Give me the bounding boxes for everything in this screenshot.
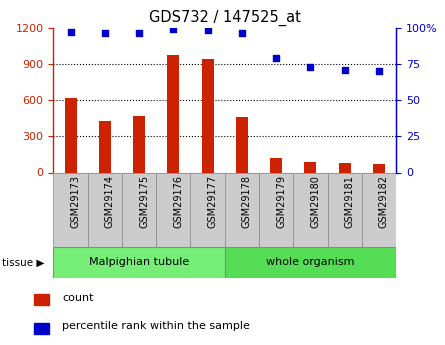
Bar — [53, 247, 225, 278]
Bar — [339, 163, 351, 172]
Title: GDS732 / 147525_at: GDS732 / 147525_at — [149, 10, 301, 26]
Bar — [156, 172, 190, 247]
Text: percentile rank within the sample: percentile rank within the sample — [62, 322, 250, 331]
Point — [376, 68, 383, 74]
Point — [136, 31, 143, 36]
Bar — [65, 98, 77, 172]
Bar — [293, 172, 328, 247]
Bar — [328, 172, 362, 247]
Point — [341, 67, 348, 72]
Text: GSM29173: GSM29173 — [70, 175, 81, 228]
Bar — [362, 172, 396, 247]
Text: GSM29182: GSM29182 — [379, 175, 389, 228]
Text: count: count — [62, 293, 94, 303]
Text: Malpighian tubule: Malpighian tubule — [89, 257, 189, 267]
Bar — [53, 172, 88, 247]
Text: tissue ▶: tissue ▶ — [2, 258, 44, 268]
Bar — [225, 172, 259, 247]
Point — [273, 55, 280, 61]
Text: GSM29179: GSM29179 — [276, 175, 286, 228]
Text: GSM29180: GSM29180 — [311, 175, 320, 228]
Bar — [202, 59, 214, 172]
Bar — [34, 294, 49, 305]
Bar — [225, 247, 396, 278]
Text: GSM29177: GSM29177 — [208, 175, 218, 228]
Point — [67, 29, 74, 35]
Text: GSM29174: GSM29174 — [105, 175, 115, 228]
Point — [307, 64, 314, 69]
Point — [239, 31, 246, 36]
Text: whole organism: whole organism — [266, 257, 355, 267]
Bar — [88, 172, 122, 247]
Point — [204, 28, 211, 33]
Point — [170, 26, 177, 32]
Text: GSM29181: GSM29181 — [345, 175, 355, 228]
Bar — [236, 117, 248, 172]
Bar — [270, 158, 282, 172]
Text: GSM29178: GSM29178 — [242, 175, 252, 228]
Bar — [190, 172, 225, 247]
Bar — [373, 164, 385, 172]
Point — [101, 31, 109, 36]
Text: GSM29176: GSM29176 — [174, 175, 183, 228]
Bar — [122, 172, 156, 247]
Bar — [99, 121, 111, 172]
Bar — [304, 161, 316, 172]
Bar — [133, 116, 145, 172]
Bar — [34, 323, 49, 334]
Bar — [259, 172, 293, 247]
Text: GSM29175: GSM29175 — [139, 175, 149, 228]
Bar — [167, 55, 179, 172]
